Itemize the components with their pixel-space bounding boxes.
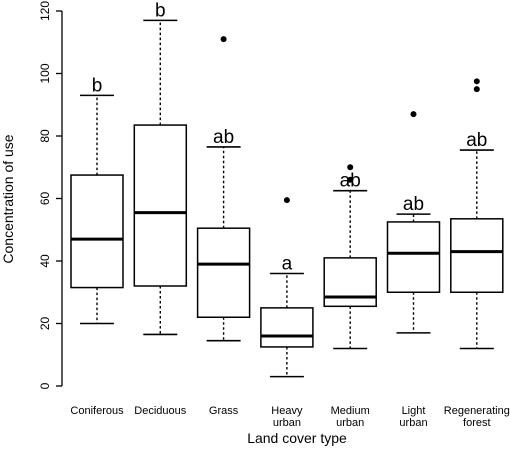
y-tick-label: 120	[38, 1, 52, 21]
y-tick-label: 40	[38, 254, 52, 268]
x-tick-label-line: forest	[463, 417, 491, 429]
x-tick-label: Deciduous	[134, 405, 186, 417]
significance-letter: a	[282, 254, 293, 275]
significance-letter: b	[92, 75, 103, 96]
x-tick-label: Light urban	[399, 405, 427, 429]
box-group: ab	[450, 78, 504, 350]
box-group: b	[70, 75, 124, 325]
outlier-point	[347, 176, 354, 183]
iqr-box	[386, 221, 441, 293]
y-tick-label: 60	[38, 192, 52, 206]
x-tick-label-line: Coniferous	[70, 405, 124, 417]
iqr-box	[260, 307, 314, 348]
x-tick-label-line: Light	[402, 405, 426, 417]
x-tick-label-line: urban	[336, 417, 364, 429]
iqr-box	[70, 174, 124, 289]
significance-letter: ab	[213, 127, 234, 148]
x-tick-label-line: urban	[273, 417, 301, 429]
y-tick-label: 0	[38, 382, 52, 389]
outlier-point	[410, 111, 417, 118]
box-group: b	[133, 0, 188, 336]
iqr-box	[450, 218, 504, 293]
box-group: a	[260, 197, 314, 378]
x-tick-label: Heavy urban	[271, 405, 303, 429]
box-group: ab	[196, 36, 251, 342]
iqr-box	[323, 257, 377, 308]
x-tick-label-line: Heavy	[271, 405, 303, 417]
x-tick-label-line: urban	[399, 417, 427, 429]
significance-letter: ab	[340, 171, 361, 192]
outlier-point	[473, 78, 480, 85]
y-tick-label: 20	[38, 317, 52, 331]
outlier-point	[347, 164, 354, 171]
y-tick-label: 100	[38, 63, 52, 83]
outlier-point	[283, 197, 290, 204]
significance-letter: b	[155, 0, 166, 21]
box-group: ab	[323, 164, 377, 350]
significance-letter: ab	[466, 130, 487, 151]
x-tick-label-line: Regenerating	[444, 405, 510, 417]
x-tick-label-line: Deciduous	[134, 405, 186, 417]
x-tick-label-line: Grass	[209, 405, 239, 417]
iqr-box	[133, 124, 188, 287]
y-axis-title: Concentration of use	[0, 134, 16, 263]
outlier-point	[473, 86, 480, 93]
x-axis-title: Land cover type	[247, 430, 347, 446]
x-tick-label-line: Medium	[331, 405, 370, 417]
box-group: ab	[386, 111, 441, 334]
x-axis: Coniferous Deciduous Grass Heavy urbanMedium…	[70, 405, 509, 429]
x-tick-label: Medium urban	[331, 405, 370, 429]
significance-letter: ab	[403, 194, 424, 215]
y-tick-label: 80	[38, 129, 52, 143]
x-tick-label: Regenerating forest	[444, 405, 510, 429]
plot-area: b b ab a ab ab ab	[70, 0, 504, 378]
x-tick-label: Coniferous	[70, 405, 124, 417]
y-axis: 0 20 40 60 80 100 120	[38, 1, 63, 389]
x-tick-label: Grass	[209, 405, 239, 417]
outlier-point	[220, 36, 227, 43]
iqr-box	[196, 227, 251, 318]
